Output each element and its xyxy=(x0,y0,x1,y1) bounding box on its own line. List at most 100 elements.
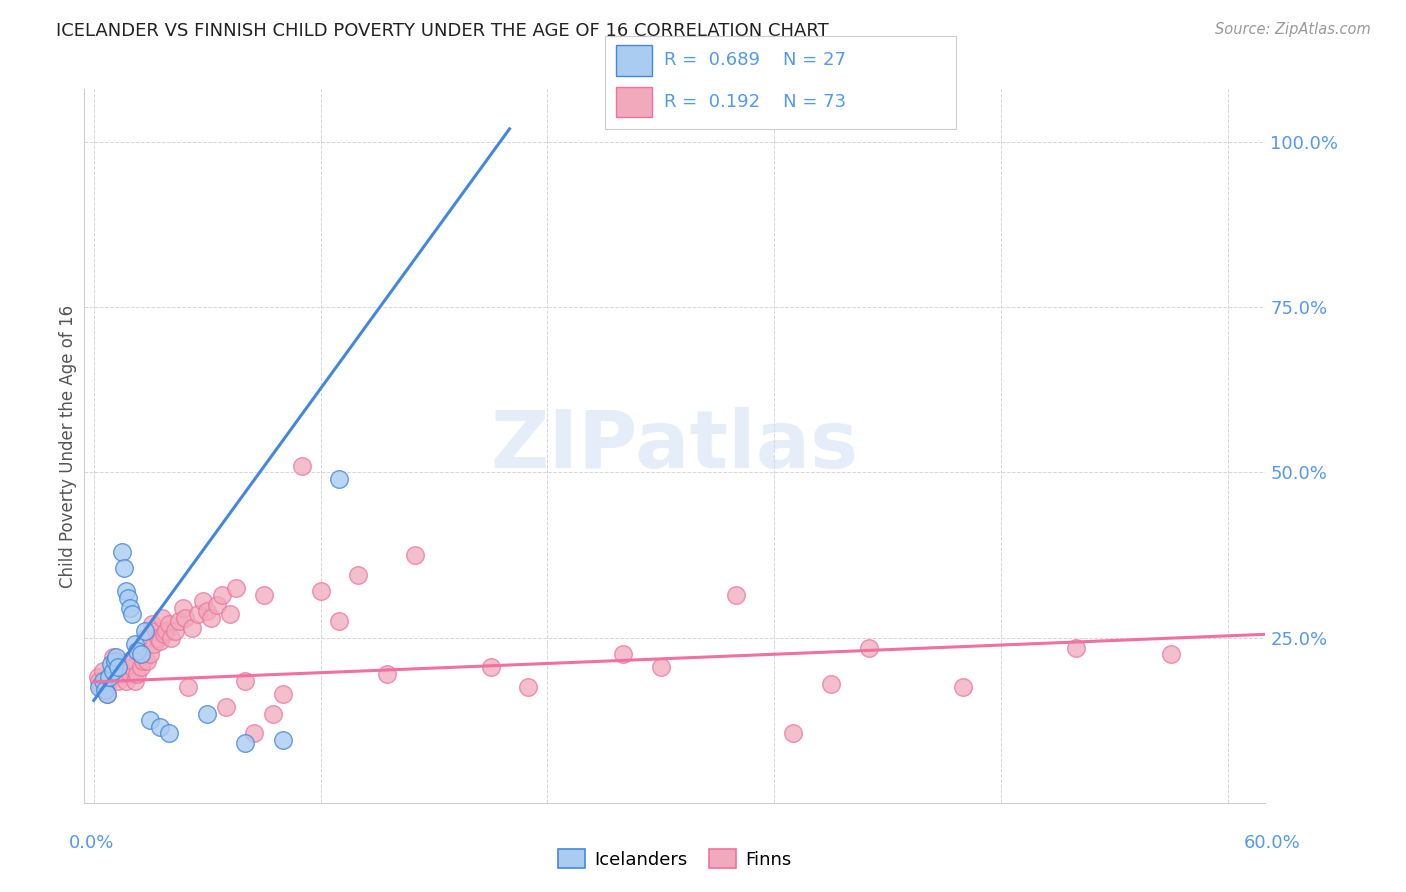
Point xyxy=(243,726,266,740)
Point xyxy=(1160,647,1182,661)
Point xyxy=(146,631,169,645)
Point xyxy=(152,627,174,641)
Point xyxy=(97,670,120,684)
Point xyxy=(129,660,152,674)
Point xyxy=(111,667,134,681)
Point xyxy=(150,611,173,625)
Point xyxy=(328,472,350,486)
Legend: Icelanders, Finns: Icelanders, Finns xyxy=(551,842,799,876)
Point xyxy=(122,654,145,668)
Point xyxy=(233,673,256,688)
Point xyxy=(165,624,187,638)
Point xyxy=(195,604,218,618)
Point xyxy=(193,594,215,608)
Point xyxy=(91,664,114,678)
Point xyxy=(101,664,124,678)
Point xyxy=(187,607,209,622)
Point xyxy=(211,588,233,602)
Point xyxy=(101,664,124,678)
Point xyxy=(115,673,138,688)
Point xyxy=(291,458,314,473)
Point xyxy=(94,683,117,698)
Point xyxy=(96,687,118,701)
Point xyxy=(167,614,190,628)
Point xyxy=(118,600,141,615)
Point xyxy=(139,713,162,727)
Point xyxy=(149,634,172,648)
Point xyxy=(858,640,880,655)
Point xyxy=(139,647,162,661)
Text: R =  0.192    N = 73: R = 0.192 N = 73 xyxy=(664,93,846,111)
Text: ZIPatlas: ZIPatlas xyxy=(491,407,859,485)
Point xyxy=(820,677,842,691)
Point xyxy=(127,644,149,658)
Point xyxy=(121,660,143,674)
Point xyxy=(782,726,804,740)
Point xyxy=(90,680,112,694)
Point xyxy=(517,680,540,694)
Point xyxy=(1066,640,1088,655)
Point xyxy=(89,673,111,688)
Point xyxy=(173,611,195,625)
Point xyxy=(105,650,128,665)
Point xyxy=(145,624,167,638)
Point xyxy=(100,657,122,671)
Point xyxy=(112,561,135,575)
Point xyxy=(89,680,111,694)
Point xyxy=(124,673,146,688)
Point xyxy=(117,591,139,605)
Point xyxy=(112,660,135,674)
Point xyxy=(309,584,332,599)
Point xyxy=(218,607,240,622)
Point xyxy=(612,647,634,661)
Point xyxy=(195,706,218,721)
Point xyxy=(157,617,180,632)
Point xyxy=(262,706,284,721)
Point xyxy=(233,736,256,750)
Point xyxy=(132,654,155,668)
Point xyxy=(181,621,204,635)
Point xyxy=(101,650,124,665)
Point xyxy=(96,687,118,701)
Point xyxy=(271,733,294,747)
Point xyxy=(160,631,183,645)
Point xyxy=(127,667,149,681)
Point xyxy=(107,660,129,674)
Point xyxy=(404,548,426,562)
Point xyxy=(650,660,672,674)
Point xyxy=(375,667,398,681)
Text: ICELANDER VS FINNISH CHILD POVERTY UNDER THE AGE OF 16 CORRELATION CHART: ICELANDER VS FINNISH CHILD POVERTY UNDER… xyxy=(56,22,830,40)
Point xyxy=(143,637,166,651)
Point xyxy=(141,617,163,632)
Point xyxy=(111,545,134,559)
Point xyxy=(952,680,974,694)
Point xyxy=(124,637,146,651)
Point xyxy=(149,720,172,734)
Point xyxy=(91,673,114,688)
Point xyxy=(177,680,200,694)
Y-axis label: Child Poverty Under the Age of 16: Child Poverty Under the Age of 16 xyxy=(59,304,77,588)
Point xyxy=(107,673,129,688)
Text: 0.0%: 0.0% xyxy=(69,834,114,852)
Point xyxy=(347,567,370,582)
Text: 60.0%: 60.0% xyxy=(1244,834,1301,852)
Point xyxy=(172,600,194,615)
Point xyxy=(479,660,502,674)
Point xyxy=(94,677,117,691)
Point xyxy=(155,624,177,638)
Point xyxy=(200,611,222,625)
Point xyxy=(105,657,128,671)
Point xyxy=(253,588,276,602)
Point xyxy=(115,584,138,599)
Point xyxy=(134,631,156,645)
Text: Source: ZipAtlas.com: Source: ZipAtlas.com xyxy=(1215,22,1371,37)
Point xyxy=(117,654,139,668)
Point xyxy=(121,607,143,622)
Point xyxy=(86,670,108,684)
Point xyxy=(129,647,152,661)
Point xyxy=(134,624,156,638)
Point xyxy=(100,667,122,681)
Point xyxy=(271,687,294,701)
Point xyxy=(328,614,350,628)
Text: R =  0.689    N = 27: R = 0.689 N = 27 xyxy=(664,51,845,69)
